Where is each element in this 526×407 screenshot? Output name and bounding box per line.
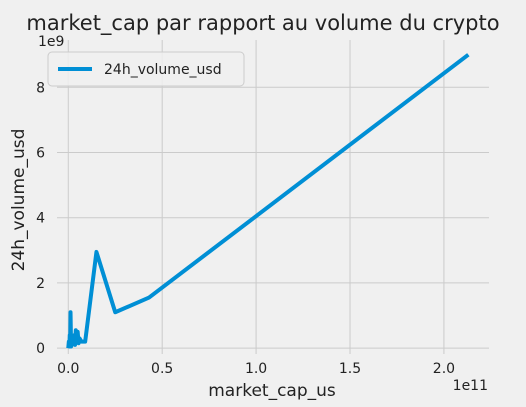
x-axis-label: market_cap_us [208, 381, 336, 401]
x-tick-label: 2.0 [433, 361, 455, 377]
legend: 24h_volume_usd [47, 51, 245, 87]
x-tick-label: 1.5 [339, 361, 361, 377]
x-axis-offset-label: 1e11 [453, 378, 488, 394]
legend-box [47, 51, 245, 87]
y-axis-label: 24h_volume_usd [9, 129, 29, 272]
series-layer [66, 53, 470, 349]
legend-entry-label: 24h_volume_usd [104, 62, 222, 78]
y-tick-label: 0 [36, 341, 45, 357]
series-line-24h-volume-usd [66, 53, 470, 349]
y-tick-label: 6 [36, 145, 45, 161]
x-tick-label: 1.0 [245, 361, 267, 377]
y-axis-offset-label: 1e9 [38, 34, 64, 50]
x-tick-label: 0.5 [151, 361, 173, 377]
y-tick-label: 4 [36, 211, 45, 227]
y-tick-label: 2 [36, 276, 45, 292]
x-tick-label: 0.0 [57, 361, 79, 377]
chart-title: market_cap par rapport au volume du cryp… [26, 11, 499, 36]
tick-labels: 0.0 0.5 1.0 1.5 2.0 0 2 4 6 8 [36, 80, 455, 377]
grid [57, 40, 489, 354]
y-tick-label: 8 [36, 80, 45, 96]
